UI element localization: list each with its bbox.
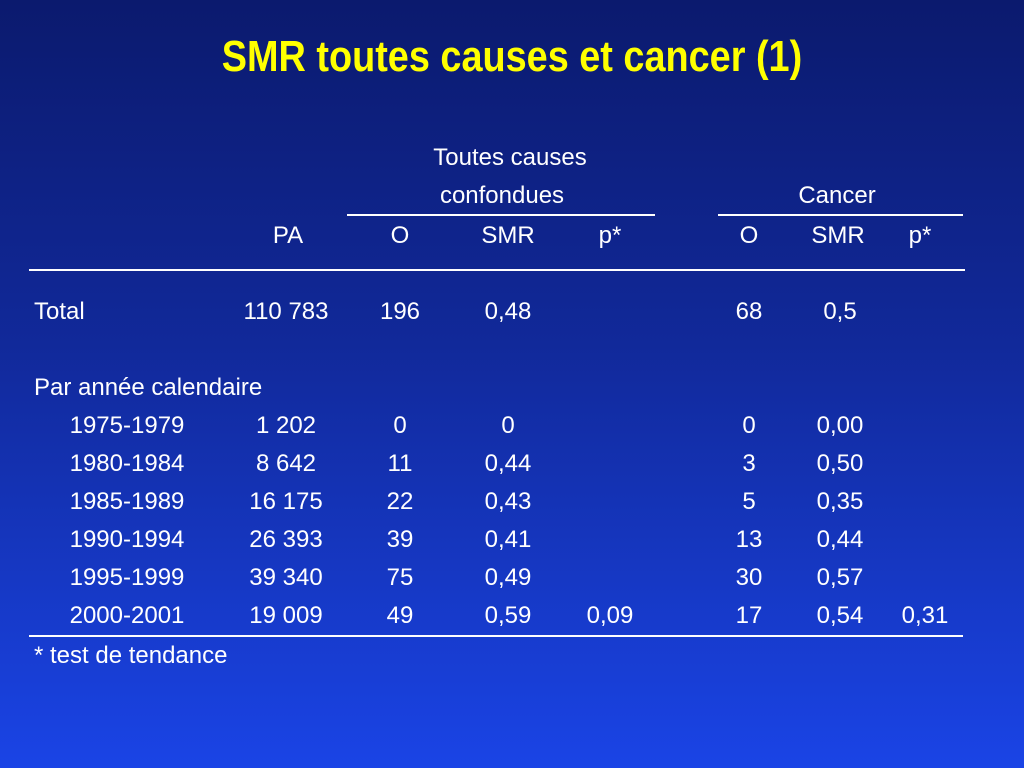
row-o-all: 39 bbox=[386, 526, 414, 553]
col-header-smr-all: SMR bbox=[481, 222, 535, 249]
row-period: 1990-1994 bbox=[69, 526, 185, 553]
total-o-cancer: 68 bbox=[735, 298, 763, 325]
total-smr-all: 0,48 bbox=[484, 298, 532, 325]
section-label: Par année calendaire bbox=[34, 374, 263, 401]
row-o-all: 49 bbox=[386, 602, 414, 629]
row-pa: 8 642 bbox=[255, 450, 317, 477]
total-o-all: 196 bbox=[379, 298, 421, 325]
row-pa: 26 393 bbox=[249, 526, 323, 553]
col-header-p-all: p* bbox=[598, 222, 622, 249]
total-pa: 110 783 bbox=[243, 298, 329, 325]
row-pa: 16 175 bbox=[249, 488, 323, 515]
row-o-all: 0 bbox=[393, 412, 407, 439]
row-smr-all: 0 bbox=[501, 412, 515, 439]
row-o-cancer: 13 bbox=[735, 526, 763, 553]
row-pa: 1 202 bbox=[255, 412, 317, 439]
row-smr-all: 0,49 bbox=[484, 564, 532, 591]
row-pa: 19 009 bbox=[249, 602, 323, 629]
group-underline-all-causes bbox=[347, 214, 655, 216]
row-o-cancer: 5 bbox=[742, 488, 756, 515]
col-header-smr-cancer: SMR bbox=[811, 222, 865, 249]
footnote: * test de tendance bbox=[34, 642, 228, 669]
row-smr-cancer: 0,50 bbox=[816, 450, 864, 477]
row-o-all: 75 bbox=[386, 564, 414, 591]
group-underline-cancer bbox=[718, 214, 963, 216]
bottom-rule bbox=[29, 635, 963, 637]
col-header-o-cancer: O bbox=[739, 222, 759, 249]
row-period: 1985-1989 bbox=[69, 488, 185, 515]
row-o-cancer: 17 bbox=[735, 602, 763, 629]
row-smr-all: 0,43 bbox=[484, 488, 532, 515]
row-smr-all: 0,59 bbox=[484, 602, 532, 629]
header-rule bbox=[29, 269, 965, 271]
row-period: 1975-1979 bbox=[69, 412, 185, 439]
row-pa: 39 340 bbox=[249, 564, 323, 591]
row-o-all: 22 bbox=[386, 488, 414, 515]
group-header-all-causes-line2: confondues bbox=[439, 182, 565, 209]
row-smr-cancer: 0,44 bbox=[816, 526, 864, 553]
total-label: Total bbox=[34, 298, 85, 325]
col-header-o-all: O bbox=[390, 222, 410, 249]
col-header-pa: PA bbox=[272, 222, 304, 249]
row-smr-all: 0,41 bbox=[484, 526, 532, 553]
row-o-all: 11 bbox=[387, 450, 413, 477]
group-header-all-causes-line1: Toutes causes bbox=[433, 144, 587, 171]
row-o-cancer: 30 bbox=[735, 564, 763, 591]
slide-title: SMR toutes causes et cancer (1) bbox=[221, 32, 803, 81]
row-period: 1995-1999 bbox=[69, 564, 185, 591]
row-smr-cancer: 0,35 bbox=[816, 488, 864, 515]
row-period: 2000-2001 bbox=[69, 602, 185, 629]
row-p-cancer: 0,31 bbox=[901, 602, 949, 629]
group-header-cancer: Cancer bbox=[798, 182, 876, 209]
row-period: 1980-1984 bbox=[69, 450, 185, 477]
total-smr-cancer: 0,5 bbox=[823, 298, 857, 325]
row-smr-cancer: 0,00 bbox=[816, 412, 864, 439]
row-p-all: 0,09 bbox=[586, 602, 634, 629]
row-smr-cancer: 0,54 bbox=[816, 602, 864, 629]
row-smr-all: 0,44 bbox=[484, 450, 532, 477]
col-header-p-cancer: p* bbox=[908, 222, 932, 249]
row-smr-cancer: 0,57 bbox=[816, 564, 864, 591]
row-o-cancer: 3 bbox=[742, 450, 756, 477]
row-o-cancer: 0 bbox=[742, 412, 756, 439]
